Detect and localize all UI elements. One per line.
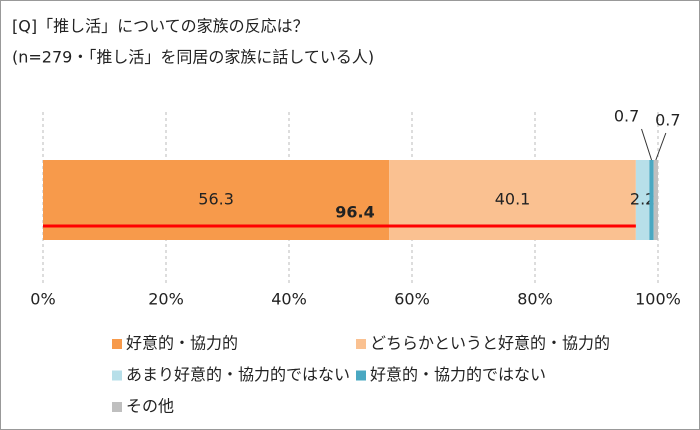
chart-title: [Q]「推し活」についての家族の反応は？: [12, 17, 309, 36]
value-label: 2.2: [630, 190, 655, 209]
legend-swatch: [356, 370, 366, 381]
leader-line: [641, 128, 653, 161]
bar-segment: [649, 160, 654, 240]
bar-segment: [635, 160, 650, 240]
annotation-label: 96.4: [335, 203, 374, 222]
legend-label: どちらかというと好意的・協力的: [370, 334, 610, 353]
legend-swatch: [112, 370, 122, 381]
legend-label: あまり好意的・協力的ではない: [126, 365, 350, 384]
legend-label: 好意的・協力的ではない: [370, 365, 546, 384]
value-label: 0.7: [655, 111, 680, 130]
legend-label: 好意的・協力的: [126, 334, 238, 353]
x-tick-label: 0%: [30, 290, 55, 309]
x-tick-label: 20%: [148, 290, 184, 309]
legend-swatch: [112, 339, 122, 349]
x-tick-label: 60%: [394, 290, 430, 309]
value-label: 40.1: [495, 190, 531, 209]
x-tick-label: 40%: [271, 290, 307, 309]
bar-segment: [653, 160, 658, 240]
chart-subtitle: (n=279・「推し活」を同居の家族に話している人): [12, 48, 374, 67]
value-label: 56.3: [198, 190, 234, 209]
value-label: 0.7: [614, 107, 639, 126]
x-tick-label: 80%: [517, 290, 553, 309]
x-tick-label: 100%: [635, 290, 681, 309]
legend-swatch: [112, 402, 122, 412]
legend-label: その他: [126, 397, 174, 416]
leader-line: [655, 132, 667, 161]
legend-swatch: [356, 339, 366, 349]
